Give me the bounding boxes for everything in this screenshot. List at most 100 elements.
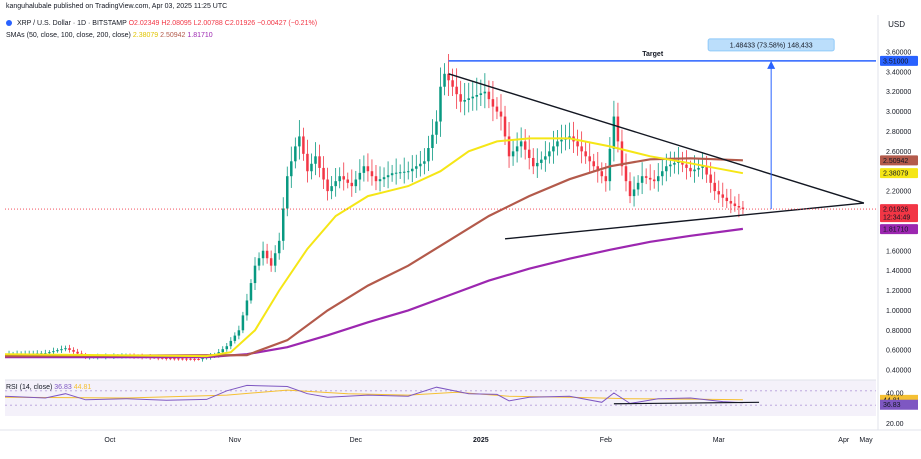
candle-body (427, 148, 430, 162)
candle-body (556, 141, 559, 147)
candle-body (443, 73, 446, 87)
y-tick-label: 0.60000 (886, 348, 911, 355)
price-tag-target (880, 55, 918, 66)
candle-body (648, 177, 652, 180)
candle-body (346, 179, 350, 183)
candle-body (652, 179, 656, 182)
candle-body (479, 93, 483, 96)
y-tick-label: 2.80000 (886, 129, 911, 136)
candle-body (173, 358, 176, 360)
price-tag-sma50 (880, 168, 918, 179)
y-tick-label: 3.00000 (886, 109, 911, 116)
price-tag-last (880, 204, 918, 223)
candle-body (225, 346, 229, 350)
candle-body (277, 240, 281, 254)
candle-body (221, 349, 225, 353)
candle-body (665, 166, 668, 172)
candle-body (705, 166, 708, 175)
sma100-line (4, 157, 743, 358)
candle-body (483, 91, 487, 94)
publisher-line: kanguhalubale published on TradingView.c… (6, 3, 228, 10)
candle-body (451, 80, 454, 87)
candle-body (48, 352, 51, 354)
candle-body (511, 151, 515, 157)
x-tick-label: May (859, 437, 873, 444)
candle-body (673, 162, 676, 165)
candle-body (273, 253, 277, 266)
candle-body (733, 203, 737, 207)
candle-body (713, 182, 716, 192)
candle-body (536, 162, 539, 167)
rsi-tick-label: 20.00 (886, 421, 904, 428)
candle-body (269, 258, 273, 266)
candle-body (354, 179, 358, 187)
candle-body (431, 134, 434, 149)
candle-body (507, 136, 511, 157)
price-tag-sma200 (880, 224, 918, 235)
candle-body (729, 201, 733, 204)
candle-body (310, 163, 313, 172)
candle-body (370, 171, 374, 177)
candle-body (685, 164, 688, 168)
x-tick-label: Nov (229, 437, 242, 444)
candle-body (294, 146, 297, 162)
candle-body (330, 186, 333, 192)
candle-body (334, 181, 337, 187)
candle-body (661, 171, 664, 177)
candle-body (366, 166, 370, 172)
candle-body (56, 350, 59, 352)
y-tick-label: 2.60000 (886, 149, 911, 156)
candle-body (169, 358, 172, 360)
triangle-lower-line (504, 202, 864, 240)
candle-body (616, 116, 620, 142)
candle-body (717, 191, 720, 195)
candle-body (68, 348, 71, 350)
sma100-value: 2.50942 (160, 32, 186, 39)
open-value: O2.02349 (128, 20, 160, 27)
candle-body (608, 148, 612, 182)
price-tag-text-last: 2.01926 (883, 207, 908, 214)
candle-body (499, 111, 503, 117)
candle-body (725, 197, 729, 202)
candle-body (636, 182, 640, 190)
candle-body (568, 136, 571, 139)
candle-body (435, 121, 438, 135)
candle-body (580, 146, 583, 152)
candle-body (245, 300, 249, 316)
candle-body (632, 189, 636, 197)
candle-body (604, 176, 608, 182)
currency-label: USD (888, 20, 905, 29)
symbol-name: XRP / U.S. Dollar · 1D · BITSTAMP (16, 20, 127, 27)
candle-body (624, 166, 628, 182)
candle-body (737, 206, 741, 208)
candle-body (161, 357, 164, 359)
candle-body (181, 358, 184, 360)
measure-label-box (707, 38, 835, 52)
legend-line: XRP / U.S. Dollar · 1D · BITSTAMP O2.023… (6, 20, 317, 27)
candle-body (298, 136, 301, 147)
y-tick-label: 3.20000 (886, 89, 911, 96)
candle-body (540, 159, 543, 163)
sma50-value: 2.38079 (132, 32, 159, 39)
rsi-pane-bg (5, 380, 876, 416)
candle-body (76, 351, 79, 354)
measure-label: 1.48433 (73.58%) 148,433 (730, 42, 813, 49)
candle-body (644, 176, 648, 178)
sma50-line (4, 137, 744, 358)
candle-body (721, 194, 725, 198)
candle-body (612, 116, 616, 149)
rsi-label: RSI (14, close) 36.83 44.81 (6, 384, 91, 391)
candle-body (471, 96, 475, 99)
candle-body (402, 171, 406, 173)
x-tick-label: Dec (350, 437, 363, 444)
candle-body (193, 358, 196, 360)
candle-body (362, 166, 366, 173)
candle-body (386, 175, 390, 178)
sma-label: SMAs (50, close, 100, close, 200, close) (6, 32, 131, 39)
candle-body (394, 172, 398, 174)
price-tag-text-sma100: 2.50942 (883, 158, 908, 165)
sma-legend: SMAs (50, close, 100, close, 200, close)… (6, 32, 213, 39)
x-tick-label: 2025 (473, 437, 489, 444)
candle-body (165, 357, 168, 359)
candle-body (257, 258, 261, 266)
